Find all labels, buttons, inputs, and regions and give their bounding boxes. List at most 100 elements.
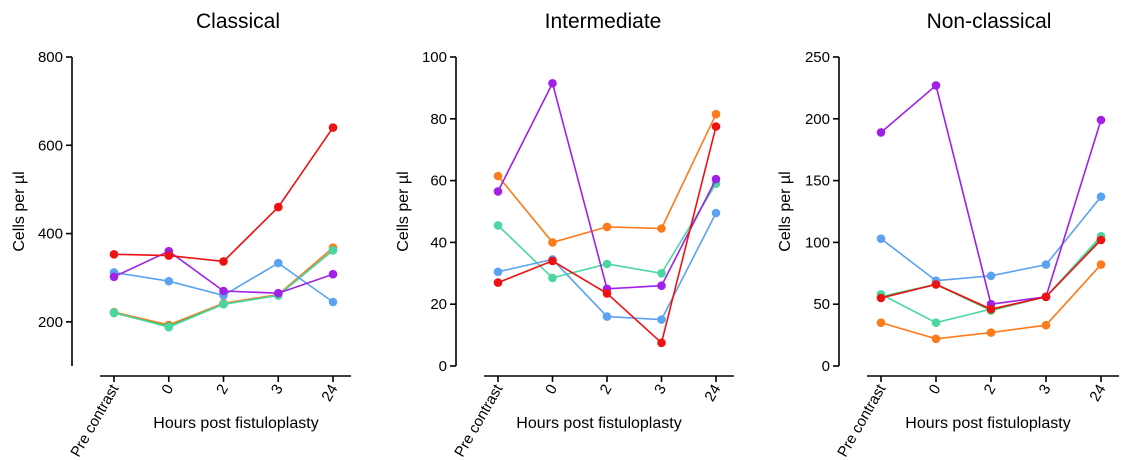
x-axis-label: Hours post fistuloplasty	[905, 415, 1070, 432]
data-point	[548, 79, 557, 88]
data-point	[109, 272, 119, 282]
data-point	[219, 286, 228, 296]
y-tick-label: 0	[822, 358, 830, 375]
data-point	[986, 304, 996, 314]
x-tick-label: 3	[651, 382, 670, 398]
data-point	[1096, 260, 1106, 269]
data-point	[328, 269, 338, 279]
data-point	[657, 269, 666, 278]
data-point	[328, 297, 338, 307]
y-tick-label: 200	[805, 111, 830, 128]
y-tick-label: 800	[38, 49, 63, 66]
x-tick-label: 3	[268, 382, 287, 398]
data-point	[657, 338, 666, 348]
data-point	[876, 318, 886, 328]
data-point	[986, 328, 996, 337]
data-point	[109, 308, 119, 317]
x-tick-label: 0	[158, 382, 177, 398]
data-point	[931, 280, 941, 289]
chart-title: Classical	[196, 10, 280, 33]
y-tick-label: 20	[430, 296, 447, 313]
data-point	[274, 258, 283, 268]
x-tick-label: Pre contrast	[834, 381, 890, 460]
data-point	[219, 299, 228, 309]
y-tick-label: 100	[422, 49, 447, 66]
data-point	[1041, 320, 1051, 330]
x-tick-label: 2	[981, 382, 1000, 398]
y-tick-label: 150	[805, 173, 830, 190]
data-point	[931, 318, 941, 328]
y-axis-label: Cells per µl	[11, 171, 28, 251]
chart-panel-3: Non-classical 0 50 100 150 200 250 Pre contrast…	[777, 10, 1119, 460]
data-point	[493, 278, 503, 287]
data-point	[602, 222, 612, 232]
data-point	[164, 251, 174, 260]
data-point	[657, 224, 666, 233]
data-point	[493, 267, 503, 277]
x-tick-label: Pre contrast	[67, 381, 123, 460]
series-5	[493, 122, 721, 348]
data-point	[657, 315, 666, 324]
data-point	[1041, 260, 1051, 269]
y-tick-label: 0	[439, 358, 447, 375]
y-tick-label: 100	[805, 234, 830, 251]
chart-panel-1: Classical 200 400 600 800 Pre contrast 0 2 3 24Ho…	[11, 10, 351, 460]
x-tick-label: 24	[701, 382, 724, 405]
y-tick-label: 200	[38, 314, 63, 331]
y-tick-label: 600	[38, 137, 63, 154]
series-1	[876, 260, 1106, 344]
x-tick-label: 24	[1086, 382, 1109, 405]
data-point	[711, 174, 721, 184]
y-tick-label: 40	[430, 234, 447, 251]
data-point	[1041, 292, 1051, 302]
series-line	[880, 196, 1102, 282]
series-line	[497, 126, 717, 345]
x-tick-label: 2	[597, 382, 616, 398]
x-tick-label: 24	[318, 382, 341, 405]
data-point	[1096, 192, 1106, 201]
series-6	[876, 235, 1106, 314]
data-point	[493, 187, 503, 196]
x-tick-label: 0	[926, 382, 945, 398]
y-axis-label: Cells per µl	[395, 171, 412, 251]
data-point	[602, 259, 612, 269]
x-tick-label: 0	[542, 382, 561, 398]
data-point	[711, 122, 721, 131]
data-point	[876, 128, 886, 137]
data-point	[548, 273, 557, 283]
data-point	[602, 289, 612, 298]
data-point	[109, 250, 119, 259]
data-point	[164, 322, 174, 332]
data-point	[931, 334, 941, 344]
y-tick-label: 250	[805, 49, 830, 66]
x-tick-label: 2	[213, 382, 232, 398]
y-tick-label: 60	[430, 173, 447, 190]
series-4	[493, 79, 721, 294]
y-axis-label: Cells per µl	[777, 171, 794, 251]
data-point	[219, 257, 228, 266]
data-point	[657, 281, 666, 291]
data-point	[274, 202, 283, 212]
series-1	[109, 243, 338, 330]
y-tick-label: 400	[38, 226, 63, 243]
data-point	[1096, 115, 1106, 125]
data-point	[493, 171, 503, 181]
chart-title: Non-classical	[927, 10, 1052, 33]
x-tick-label: 3	[1036, 382, 1055, 398]
chart-title: Intermediate	[545, 10, 662, 33]
series-4	[109, 258, 338, 307]
data-point	[876, 293, 886, 303]
data-point	[274, 288, 283, 298]
x-axis-label: Hours post fistuloplasty	[153, 415, 318, 432]
data-point	[1096, 235, 1106, 245]
x-axis-label: Hours post fistuloplasty	[516, 415, 681, 432]
data-point	[164, 276, 174, 286]
data-point	[711, 109, 721, 119]
data-point	[602, 312, 612, 321]
data-point	[328, 123, 338, 132]
data-point	[548, 256, 557, 266]
series-1	[493, 109, 721, 247]
data-point	[493, 221, 503, 230]
data-point	[548, 238, 557, 247]
